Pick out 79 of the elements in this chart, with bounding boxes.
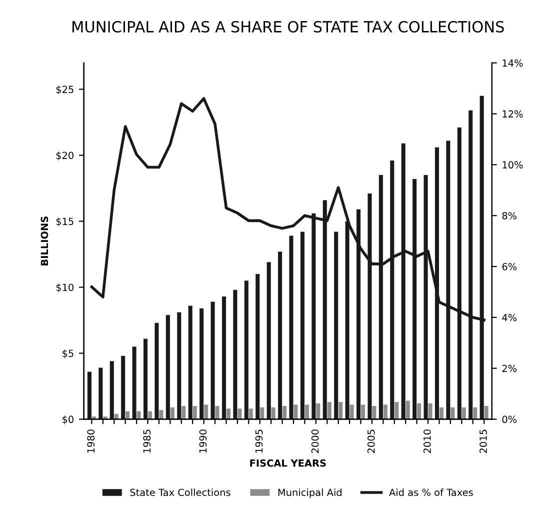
bar <box>271 407 276 420</box>
y2-tick-label: 10% <box>502 161 523 169</box>
bar <box>143 338 148 420</box>
bar <box>192 406 197 420</box>
bar <box>121 356 126 420</box>
chart-title: MUNICIPAL AID AS A SHARE OF STATE TAX COLLECTIONS <box>72 20 504 33</box>
bar <box>350 404 354 420</box>
y-tick-label: $25 <box>56 86 74 94</box>
bar <box>428 403 432 420</box>
bar <box>417 403 422 420</box>
bar <box>484 406 488 420</box>
bar <box>154 322 159 420</box>
y2-tick-label: 6% <box>502 262 517 270</box>
x-tick-label: 1980 <box>87 430 95 453</box>
y-tick-label: $15 <box>56 218 74 226</box>
bar <box>372 406 376 420</box>
bar <box>98 368 103 420</box>
bar <box>450 407 455 420</box>
bar <box>166 314 170 420</box>
bar <box>383 404 388 420</box>
x-tick-label: 2000 <box>311 430 319 453</box>
bar <box>473 407 478 420</box>
bar <box>248 408 253 420</box>
bar <box>462 407 466 420</box>
x-tick-label: 1990 <box>199 430 207 453</box>
x-axis-title: FISCAL YEARS <box>250 459 326 467</box>
bar <box>110 361 114 420</box>
bar <box>170 407 174 420</box>
bar <box>394 402 399 420</box>
bar <box>233 290 238 420</box>
y-tick-label: $20 <box>56 152 74 160</box>
y-tick-label: $0 <box>62 416 74 424</box>
bar <box>260 407 264 420</box>
bar <box>334 232 338 420</box>
y2-tick-label: 2% <box>502 364 517 372</box>
x-tick-label: 2010 <box>423 430 431 453</box>
bar <box>226 408 230 420</box>
bar <box>256 274 260 420</box>
bar <box>177 312 182 420</box>
bar <box>159 410 164 420</box>
bar <box>132 346 136 420</box>
bar <box>87 372 92 420</box>
bar <box>289 236 294 420</box>
y-axis-title: BILLIONS <box>40 216 48 266</box>
bar <box>204 404 208 420</box>
bar <box>244 280 248 420</box>
bar <box>182 406 186 420</box>
bar <box>327 402 332 420</box>
bar <box>222 296 226 420</box>
bar <box>294 404 298 420</box>
y2-tick-label: 14% <box>502 59 523 67</box>
y2-tick-label: 12% <box>502 110 523 118</box>
y2-tick-label: 0% <box>502 416 517 424</box>
y2-tick-label: 8% <box>502 212 517 220</box>
x-tick-label: 2005 <box>367 430 375 453</box>
bar <box>304 404 309 420</box>
bar <box>316 403 320 420</box>
bar <box>338 402 343 420</box>
y-tick-label: $10 <box>56 284 74 292</box>
bar <box>188 306 192 420</box>
bar <box>406 400 410 420</box>
bar <box>360 404 366 420</box>
y2-tick-label: 4% <box>502 314 517 322</box>
y-tick-label: $5 <box>62 350 74 358</box>
x-tick-label: 1985 <box>143 430 151 453</box>
bar <box>300 232 304 420</box>
bar <box>238 408 242 420</box>
bar <box>210 302 215 420</box>
bar <box>215 406 220 420</box>
legend-label: Municipal Aid <box>278 488 342 498</box>
bar <box>278 252 282 420</box>
bar <box>266 262 271 420</box>
legend-label: State Tax Collections <box>130 488 230 496</box>
legend-label: Aid as % of Taxes <box>389 488 473 496</box>
bar <box>282 406 287 420</box>
x-tick-label: 2015 <box>480 430 487 453</box>
bar <box>439 407 444 420</box>
bar <box>200 308 204 420</box>
x-tick-label: 1995 <box>255 430 263 453</box>
